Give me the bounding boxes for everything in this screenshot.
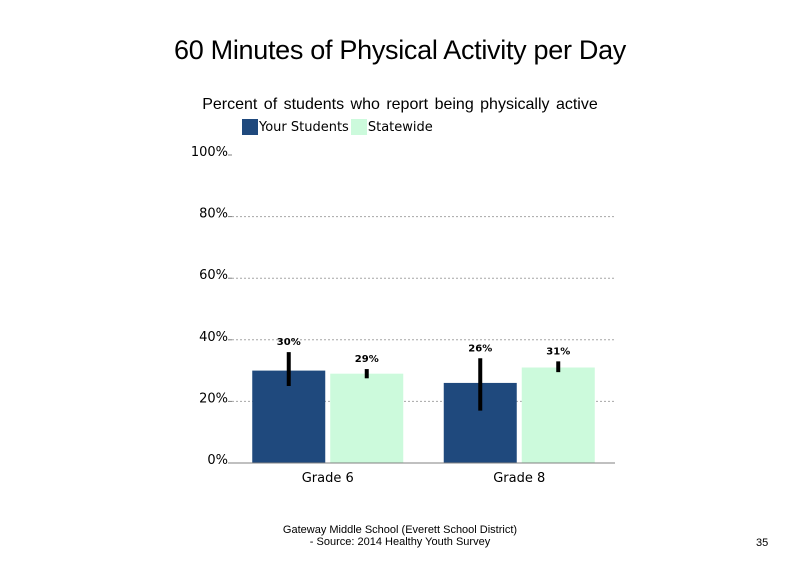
y-tick-label: 40% bbox=[199, 330, 228, 345]
y-tick-label: 100% bbox=[191, 145, 228, 160]
data-label: 29% bbox=[355, 354, 379, 365]
legend-item-statewide: Statewide bbox=[350, 119, 433, 135]
chart-title: 60 Minutes of Physical Activity per Day bbox=[174, 35, 626, 65]
footer-school: Gateway Middle School (Everett School Di… bbox=[282, 524, 518, 536]
data-label: 31% bbox=[546, 346, 570, 357]
data-label: 30% bbox=[277, 337, 301, 348]
bar bbox=[330, 373, 404, 463]
y-tick-label: 80% bbox=[199, 207, 228, 222]
y-tick-label: 20% bbox=[199, 391, 228, 406]
y-tick-label: 60% bbox=[199, 268, 228, 283]
legend: Your Students Statewide bbox=[242, 118, 435, 136]
bar bbox=[521, 367, 595, 463]
legend-label-statewide: Statewide bbox=[367, 119, 433, 135]
chart-subtitle: Percent of students who report being phy… bbox=[202, 96, 598, 113]
x-tick-label: Grade 6 bbox=[302, 471, 354, 486]
legend-swatch-statewide bbox=[350, 119, 367, 135]
page-number: 35 bbox=[756, 537, 769, 549]
y-tick-label: 0% bbox=[207, 453, 228, 468]
footer-source: - Source: 2014 Healthy Youth Survey bbox=[309, 536, 491, 548]
legend-item-your-students: Your Students bbox=[242, 119, 349, 135]
legend-label-your-students: Your Students bbox=[259, 119, 349, 135]
footer: Gateway Middle School (Everett School Di… bbox=[200, 524, 600, 548]
x-tick-label: Grade 8 bbox=[493, 471, 545, 486]
legend-swatch-your-students bbox=[242, 119, 258, 135]
data-label: 26% bbox=[468, 343, 492, 354]
